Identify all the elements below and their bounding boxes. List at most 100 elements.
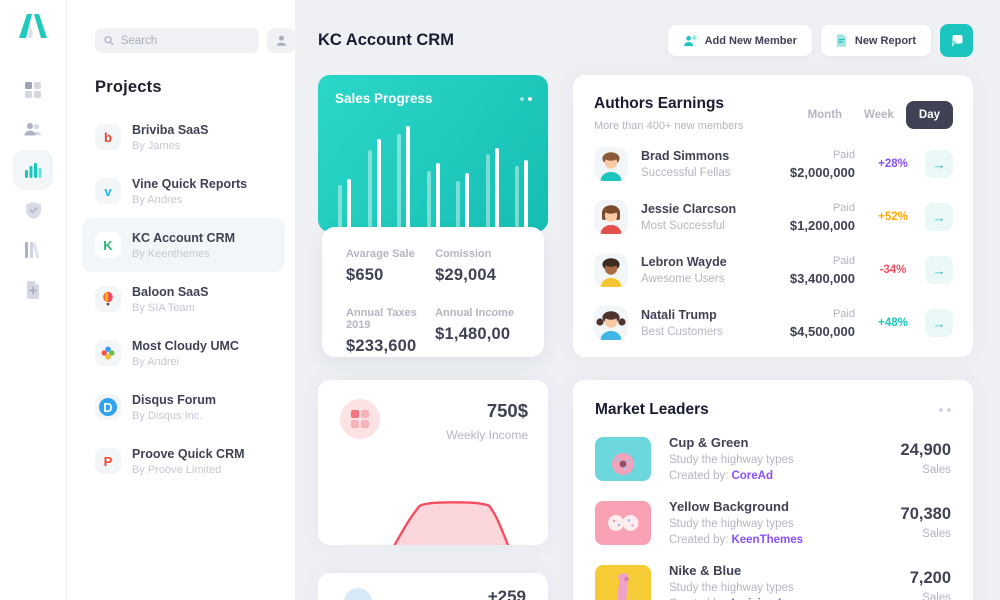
search-icon <box>104 36 114 46</box>
rail-item-members[interactable] <box>13 110 53 150</box>
new-report-label: New Report <box>854 34 916 47</box>
sales-count: 7,200 <box>909 569 951 587</box>
projects-panel: Projects b Briviba SaaS By James <box>68 0 295 600</box>
stat-value: $233,600 <box>346 336 417 355</box>
add-new-member-button[interactable]: Add New Member <box>667 25 812 56</box>
rail-item-dashboard[interactable] <box>13 70 53 110</box>
sales-progress-card: Sales Progress Avarage Sale $650 Comissi… <box>318 75 548 357</box>
product-name: Yellow Background <box>669 499 789 514</box>
author-name: Natali Trump <box>641 308 717 322</box>
project-row[interactable]: b Briviba SaaS By James <box>82 110 285 164</box>
paid-label: Paid <box>832 201 855 214</box>
project-letter-logo: D <box>99 398 117 416</box>
search-input[interactable] <box>120 34 250 47</box>
period-tab[interactable]: Month <box>807 108 843 121</box>
project-logo: D <box>95 394 121 420</box>
profile-button[interactable] <box>267 28 295 53</box>
project-logo <box>95 286 121 312</box>
project-row[interactable]: P Proove Quick CRM By Proove Limited <box>82 434 285 488</box>
delta-badge: +52% <box>878 211 908 223</box>
paid-amount: $2,000,000 <box>789 164 855 180</box>
product-desc: Study the highway types <box>669 518 794 530</box>
author-detail-arrow-button[interactable]: → <box>925 256 953 284</box>
authors-rows: Brad Simmons Successful Fellas Paid $2,0… <box>594 147 953 340</box>
project-author: By Andrei <box>132 355 180 368</box>
rail-item-statistics[interactable] <box>13 150 53 190</box>
leaders-rows: Cup & Green Study the highway types Crea… <box>595 435 951 600</box>
project-logo: K <box>95 232 121 258</box>
paid-label: Paid <box>832 307 855 320</box>
logo-left-stroke <box>19 14 32 38</box>
author-detail-arrow-button[interactable]: → <box>925 150 953 178</box>
new-report-button[interactable]: New Report <box>820 25 931 56</box>
stat-label: Comission <box>435 248 492 260</box>
library-icon <box>24 242 39 259</box>
project-row[interactable]: D Disqus Forum By Disqus Inc. <box>82 380 285 434</box>
delta-badge: +28% <box>878 158 908 170</box>
income-grid-icon <box>340 399 380 439</box>
avatar <box>594 306 628 340</box>
leader-row: Nike & Blue Study the highway types Crea… <box>595 563 951 600</box>
file-plus-icon <box>27 281 39 299</box>
sales-stat: Comission $29,004 <box>435 248 520 287</box>
partial-card-value: +259 <box>487 587 526 600</box>
authors-earnings-card: Authors Earnings More than 400+ new memb… <box>573 75 973 357</box>
project-author: By Proove Limited <box>132 463 222 476</box>
weekly-income-value: 750$ <box>486 400 528 421</box>
author-detail-arrow-button[interactable]: → <box>925 309 953 337</box>
project-row[interactable]: K KC Account CRM By Keenthemes <box>82 218 285 272</box>
project-name: Briviba SaaS <box>132 122 209 137</box>
product-thumbnail <box>595 564 651 600</box>
icon-rail <box>0 0 67 600</box>
project-name: Vine Quick Reports <box>132 176 248 191</box>
avatar <box>594 253 628 287</box>
author-row: Natali Trump Best Customers Paid $4,500,… <box>594 306 953 340</box>
income-area <box>394 502 508 545</box>
period-tab[interactable]: Day <box>905 100 953 129</box>
market-leaders-card: Market Leaders <box>573 380 973 600</box>
bar-chart-icon <box>25 163 42 178</box>
author-detail-arrow-button[interactable]: → <box>925 203 953 231</box>
product-thumbnail <box>595 436 651 481</box>
sales-count-label: Sales <box>922 464 951 476</box>
rail-item-library[interactable] <box>13 230 53 270</box>
sales-card-title: Sales Progress <box>335 91 433 106</box>
project-letter-logo: K <box>103 237 113 253</box>
sales-stat: Annual Income $1,480,00 <box>435 307 520 358</box>
header-actions: Add New Member New Report <box>667 24 973 57</box>
person-plus-icon <box>683 34 697 46</box>
delta-badge: -34% <box>879 264 907 276</box>
project-author: By Disqus Inc. <box>132 409 203 422</box>
leader-row: Cup & Green Study the highway types Crea… <box>595 435 951 482</box>
creator-link[interactable]: KeenThemes <box>731 534 804 546</box>
paid-amount: $4,500,000 <box>789 323 855 339</box>
project-row[interactable]: Baloon SaaS By SIA Team <box>82 272 285 326</box>
creator-link[interactable]: CoreAd <box>731 470 773 482</box>
period-tab[interactable]: Week <box>864 108 894 121</box>
project-row[interactable]: Most Cloudy UMC By Andrei <box>82 326 285 380</box>
project-row[interactable]: v Vine Quick Reports By Andres <box>82 164 285 218</box>
author-row: Jessie Clarcson Most Successful Paid $1,… <box>594 200 953 234</box>
paid-label: Paid <box>832 148 855 161</box>
sales-menu-dots[interactable] <box>520 96 532 101</box>
page-title: KC Account CRM <box>318 31 454 49</box>
author-group: Awesome Users <box>641 273 725 285</box>
author-row: Brad Simmons Successful Fellas Paid $2,0… <box>594 147 953 181</box>
quick-panel-button[interactable] <box>940 24 973 57</box>
project-logo: v <box>95 178 121 204</box>
sales-stat: Avarage Sale $650 <box>346 248 435 287</box>
project-name: Disqus Forum <box>132 392 217 407</box>
leader-row: Yellow Background Study the highway type… <box>595 499 951 546</box>
sales-stats-panel: Avarage Sale $650 Comission $29,004 Annu… <box>322 227 544 357</box>
rail-item-add-file[interactable] <box>13 270 53 310</box>
product-name: Cup & Green <box>669 435 749 450</box>
shield-check-icon <box>25 201 41 219</box>
creator-link[interactable]: Invision Inc. <box>731 598 797 600</box>
stat-label: Annual Income <box>435 306 514 319</box>
grid-icon <box>25 82 41 98</box>
leaders-menu-dots[interactable] <box>939 408 951 412</box>
project-letter-logo: b <box>104 129 112 145</box>
project-name: Most Cloudy UMC <box>132 338 239 353</box>
rail-item-security[interactable] <box>13 190 53 230</box>
